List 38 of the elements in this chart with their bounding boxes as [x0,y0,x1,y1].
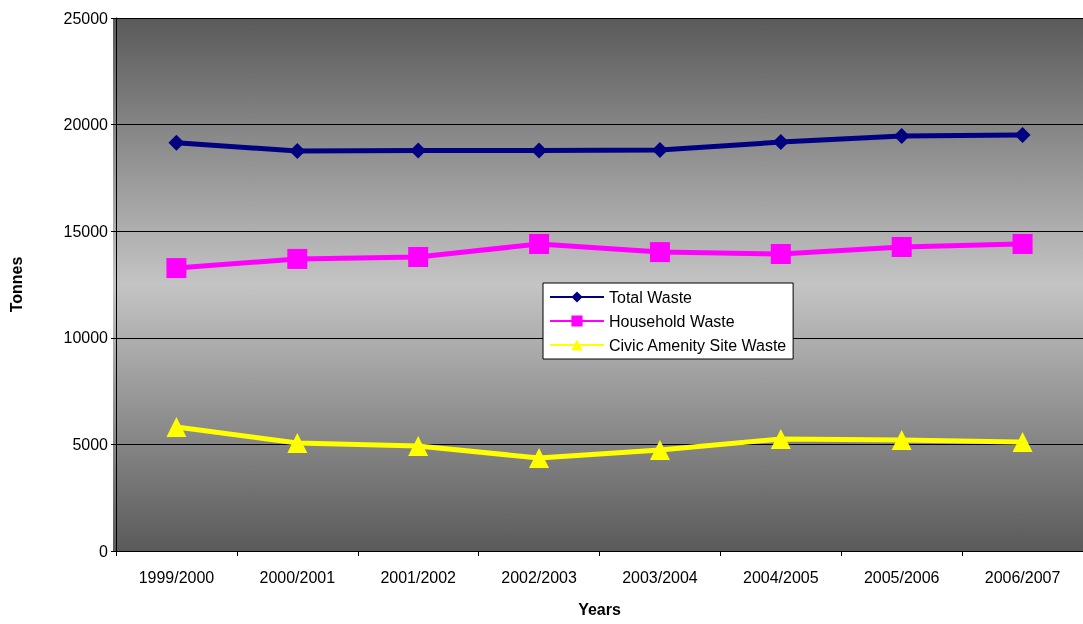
legend-label: Household Waste [609,312,735,330]
point [649,439,670,460]
legend-label: Civic Amenity Site Waste [609,336,787,354]
legend-label: Total Waste [609,288,693,306]
x-tick-label: 2001/2002 [380,568,457,586]
x-tick-label: 2003/2004 [622,568,698,586]
x-tick-label: 2004/2005 [742,568,819,586]
point [891,429,912,450]
point [770,429,791,450]
y-tick-label: 0 [99,542,109,560]
point [529,448,550,469]
y-tick-label: 5000 [72,435,109,453]
x-tick-label: 2002/2003 [501,568,577,586]
point [1012,233,1033,254]
point [287,432,308,453]
y-tick-label: 15000 [63,222,109,240]
point [408,435,429,456]
point [649,242,670,263]
point [287,248,308,269]
x-tick-label: 2005/2006 [863,568,940,586]
x-tick-label: 2000/2001 [259,568,336,586]
x-tick-label: 2006/2007 [984,568,1061,586]
point [166,258,187,279]
point [893,127,910,144]
y-tick-label: 10000 [63,329,109,347]
y-axis-title: Tonnes [7,256,25,313]
point [408,247,429,267]
point [166,416,187,437]
x-axis-title: Years [578,600,621,618]
y-tick-label: 25000 [63,9,109,27]
point [1014,127,1031,144]
point [891,236,912,257]
y-tick-label: 20000 [63,116,109,134]
point [770,244,791,265]
point [1012,432,1033,453]
point [168,134,185,151]
x-tick-label: 1999/2000 [138,568,215,586]
point [529,233,550,254]
